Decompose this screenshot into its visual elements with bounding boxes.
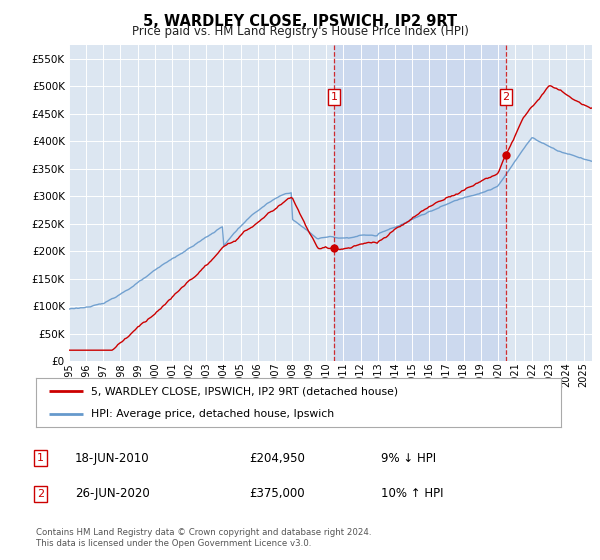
Text: HPI: Average price, detached house, Ipswich: HPI: Average price, detached house, Ipsw…: [91, 409, 334, 419]
Text: 9% ↓ HPI: 9% ↓ HPI: [381, 451, 436, 465]
Text: 10% ↑ HPI: 10% ↑ HPI: [381, 487, 443, 501]
Text: 26-JUN-2020: 26-JUN-2020: [75, 487, 150, 501]
Bar: [334, 45, 506, 361]
Text: 1: 1: [331, 92, 338, 102]
Text: 18-JUN-2010: 18-JUN-2010: [75, 451, 149, 465]
Text: Contains HM Land Registry data © Crown copyright and database right 2024.
This d: Contains HM Land Registry data © Crown c…: [36, 528, 371, 548]
Text: £375,000: £375,000: [249, 487, 305, 501]
Text: 5, WARDLEY CLOSE, IPSWICH, IP2 9RT: 5, WARDLEY CLOSE, IPSWICH, IP2 9RT: [143, 14, 457, 29]
Text: 2: 2: [503, 92, 509, 102]
Text: 5, WARDLEY CLOSE, IPSWICH, IP2 9RT (detached house): 5, WARDLEY CLOSE, IPSWICH, IP2 9RT (deta…: [91, 386, 398, 396]
Text: Price paid vs. HM Land Registry's House Price Index (HPI): Price paid vs. HM Land Registry's House …: [131, 25, 469, 38]
Text: 2: 2: [37, 489, 44, 499]
Text: £204,950: £204,950: [249, 451, 305, 465]
Text: 1: 1: [37, 453, 44, 463]
